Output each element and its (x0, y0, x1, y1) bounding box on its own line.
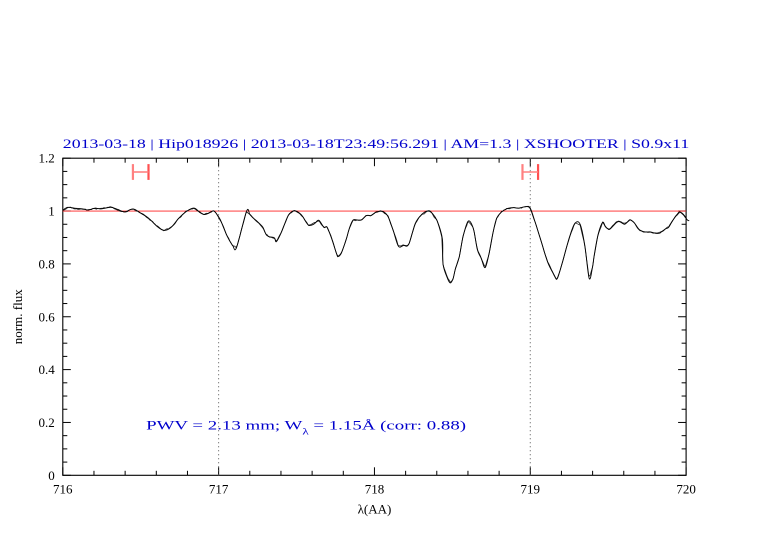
svg-text:norm. flux: norm. flux (10, 289, 25, 344)
svg-text:717: 717 (209, 481, 229, 496)
svg-text:0.2: 0.2 (39, 415, 55, 430)
svg-text:1: 1 (48, 204, 55, 219)
svg-text:718: 718 (365, 481, 385, 496)
svg-text:λ(AA): λ(AA) (358, 501, 392, 516)
svg-text:0.4: 0.4 (39, 362, 56, 377)
svg-text:716: 716 (53, 481, 73, 496)
svg-text:1.2: 1.2 (39, 151, 55, 166)
svg-text:0.6: 0.6 (39, 309, 56, 324)
svg-text:2013-03-18 | Hip018926 | 2: 2013-03-18 | Hip018926 | 2013-03-18T23:4… (63, 136, 690, 151)
svg-text:0: 0 (48, 468, 55, 483)
svg-text:0.8: 0.8 (39, 256, 55, 271)
svg-text:719: 719 (521, 481, 541, 496)
svg-text:720: 720 (676, 481, 696, 496)
